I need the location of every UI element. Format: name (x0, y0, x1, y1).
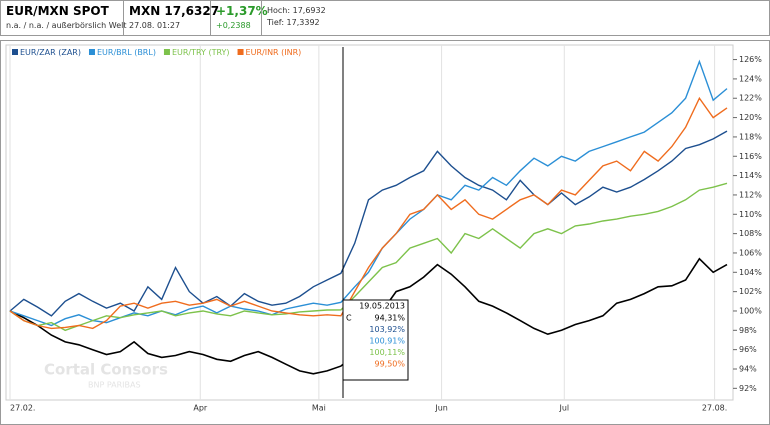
price: MXN 17,6327 (129, 4, 220, 18)
plot-area (5, 44, 734, 401)
series-line (9, 182, 728, 332)
y-tick-label: 102% (739, 287, 762, 296)
y-tick-label: 122% (739, 94, 762, 103)
instrument-name: EUR/MXN SPOT (6, 4, 109, 18)
header-change-box: +1,37% +0,2388 (210, 0, 268, 36)
y-tick-label: 92% (739, 384, 757, 393)
tooltip-value: 103,92% (369, 325, 405, 334)
y-tick-label: 114% (739, 171, 762, 180)
y-tick-label: 112% (739, 190, 762, 199)
y-tick-label: 96% (739, 345, 757, 354)
change-pct: +1,37% (216, 4, 268, 18)
header-range-box: Hoch: 17,6932 Tief: 17,3392 (261, 0, 770, 36)
x-tick-label: 27.08. (702, 404, 727, 413)
y-tick-label: 104% (739, 268, 762, 277)
y-tick-label: 94% (739, 364, 757, 373)
series-line (9, 59, 728, 327)
y-tick-label: 108% (739, 229, 762, 238)
x-tick-label: 27.02. (10, 404, 35, 413)
legend-label: EUR/TRY (TRY) (172, 48, 230, 57)
y-tick-label: 116% (739, 152, 762, 161)
tooltip-box (342, 299, 409, 381)
legend-swatch (163, 49, 170, 55)
low: Tief: 17,3392 (267, 18, 320, 27)
y-tick-label: 100% (739, 306, 762, 315)
watermark: Cortal Consors (44, 361, 168, 379)
header-price-box: MXN 17,6327 27.08. 01:27 (123, 0, 220, 36)
tooltip-value: 100,91% (369, 337, 405, 346)
legend-swatch (237, 49, 244, 55)
y-tick-label: 120% (739, 113, 762, 122)
time: 27.08. 01:27 (129, 21, 181, 30)
y-tick-label: 110% (739, 210, 762, 219)
watermark-sub: BNP PARIBAS (88, 381, 141, 390)
high: Hoch: 17,6932 (267, 6, 326, 15)
tooltip-value: 94,31% (374, 314, 405, 323)
x-tick-label: Jun (434, 404, 448, 413)
legend-label: EUR/ZAR (ZAR) (20, 48, 81, 57)
tooltip-value: 100,11% (369, 348, 405, 357)
tooltip-marker: C (346, 314, 352, 323)
x-tick-label: Apr (193, 404, 208, 413)
chart: Cortal Consors BNP PARIBAS 27.02. Apr Mai J… (0, 40, 770, 425)
header-name-box: EUR/MXN SPOT n.a. / n.a. / außerbörslich… (0, 0, 127, 36)
tooltip-value: 99,50% (374, 360, 405, 369)
legend-label: EUR/INR (INR) (246, 48, 302, 57)
y-tick-label: 106% (739, 248, 762, 257)
legend-swatch (88, 49, 95, 55)
legend-label: EUR/BRL (BRL) (97, 48, 156, 57)
series-line (9, 96, 728, 330)
y-tick-label: 126% (739, 55, 762, 64)
tooltip-date: 19.05.2013 (359, 302, 405, 311)
y-tick-label: 124% (739, 74, 762, 83)
change-abs: +0,2388 (216, 21, 251, 30)
y-tick-label: 118% (739, 132, 762, 141)
legend-swatch (12, 49, 18, 55)
venue: n.a. / n.a. / außerbörslich Welt (6, 21, 127, 30)
x-tick-label: Jul (558, 404, 569, 413)
x-tick-label: Mai (312, 404, 326, 413)
series-line (9, 130, 728, 317)
y-tick-label: 98% (739, 326, 757, 335)
